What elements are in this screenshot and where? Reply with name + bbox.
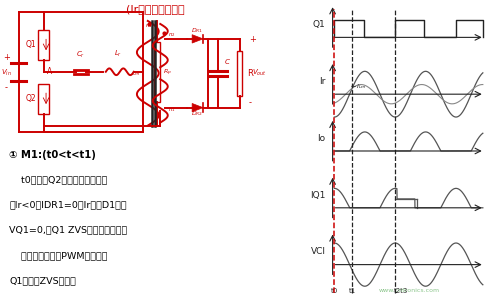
Text: (Ir从左向右为正）: (Ir从左向右为正） (126, 4, 185, 14)
Text: 在这个过程中，PWM信号加在: 在这个过程中，PWM信号加在 (9, 251, 108, 260)
Bar (38, 84, 49, 114)
Text: $\leftarrow I_{Lm}$: $\leftarrow I_{Lm}$ (349, 82, 367, 91)
Text: -: - (249, 98, 252, 107)
Text: Io: Io (318, 134, 325, 143)
Text: t1: t1 (349, 288, 356, 294)
Text: t2t3: t2t3 (393, 288, 408, 294)
Text: Q1: Q1 (313, 20, 325, 29)
Polygon shape (192, 103, 203, 112)
Text: $D_{R1}$: $D_{R1}$ (192, 27, 204, 36)
Text: VQ1=0,为Q1 ZVS开通创造条件。: VQ1=0,为Q1 ZVS开通创造条件。 (9, 226, 127, 235)
Text: IQ1: IQ1 (310, 190, 325, 200)
Text: VCI: VCI (311, 247, 325, 257)
Bar (154, 42, 160, 102)
Text: www.cntronics.com: www.cntronics.com (379, 288, 440, 292)
Text: Q2: Q2 (25, 94, 36, 103)
Text: Ir: Ir (319, 77, 325, 86)
Text: $L_r$: $L_r$ (114, 48, 122, 59)
Text: $n_1$: $n_1$ (145, 22, 152, 30)
Text: $C$: $C$ (224, 57, 231, 66)
Text: $D_{R2}$: $D_{R2}$ (192, 109, 204, 118)
Text: $R_p$: $R_p$ (163, 68, 172, 78)
Text: $C_r$: $C_r$ (76, 50, 85, 60)
Text: t0时刻，Q2恰好关断，谐振电: t0时刻，Q2恰好关断，谐振电 (9, 175, 108, 184)
Text: $n_1$: $n_1$ (168, 106, 175, 114)
Text: R: R (247, 69, 253, 78)
Polygon shape (192, 35, 203, 43)
Text: t0: t0 (331, 288, 338, 294)
Text: +: + (249, 35, 256, 44)
Text: A: A (47, 67, 52, 76)
Text: $n_2$: $n_2$ (168, 31, 175, 39)
Bar (38, 30, 49, 60)
Text: Q1上使其ZVS开通。: Q1上使其ZVS开通。 (9, 277, 76, 286)
Text: $V_{out}$: $V_{out}$ (252, 68, 267, 78)
Bar (237, 51, 243, 96)
Text: -: - (5, 83, 8, 92)
Text: +: + (3, 53, 10, 62)
Text: 流Ir<0，IDR1=0。Ir流经D1，使: 流Ir<0，IDR1=0。Ir流经D1，使 (9, 200, 127, 209)
Text: $V_{in}$: $V_{in}$ (1, 68, 12, 78)
Text: Q1: Q1 (25, 40, 36, 49)
Text: $L_m$: $L_m$ (130, 69, 140, 78)
Text: ① M1:(t0<t<t1): ① M1:(t0<t<t1) (9, 150, 96, 159)
